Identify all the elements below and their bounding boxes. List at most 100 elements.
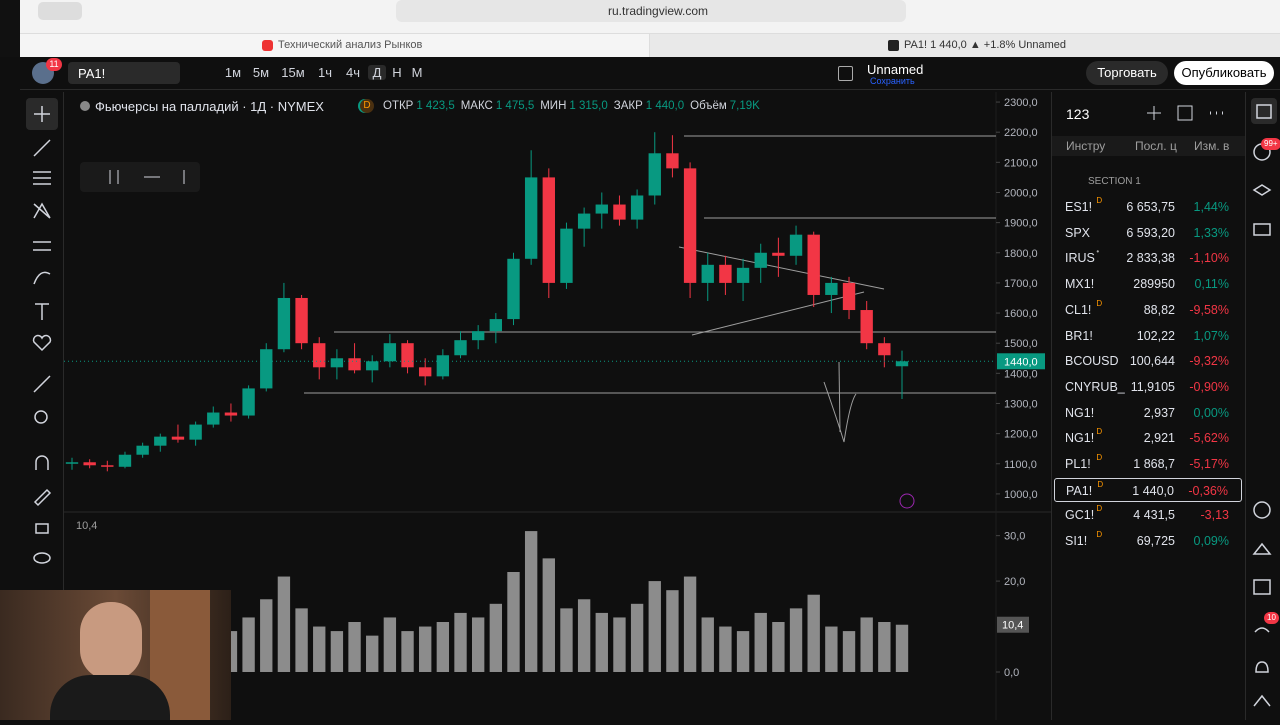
add-symbol[interactable] (1147, 106, 1161, 120)
stream-icon[interactable] (1254, 627, 1270, 633)
legend-label: МАКС (460, 100, 493, 112)
trade-button[interactable]: Торговать (1086, 61, 1168, 85)
watchlist-row[interactable]: PL1! D 1 868,7 -5,17% (1054, 452, 1242, 476)
layout-icon[interactable] (838, 66, 853, 81)
interval[interactable]: Д (368, 65, 386, 80)
watchlist-row[interactable]: NG1! 2,937 0,00% (1054, 401, 1242, 425)
measure-tool[interactable] (33, 375, 51, 393)
symbol: PA1! (78, 66, 106, 81)
candle-body (154, 436, 167, 446)
candle-body (471, 331, 485, 341)
webcam-face (80, 602, 142, 680)
change: -3,13 (1200, 508, 1230, 523)
column-header[interactable]: Посл. ц (1135, 139, 1177, 153)
interval[interactable]: 5м (252, 65, 270, 80)
last-price: 100,644 (1129, 354, 1175, 369)
y-tick-label: 2300,0 (1004, 97, 1038, 109)
trend-line (678, 246, 885, 290)
line-tool[interactable] (33, 139, 51, 157)
watchlist-row[interactable]: SI1! D 69,725 0,09% (1054, 529, 1242, 553)
tv-toolbar: 11 PA1! 1м 5м 15м 1ч 4ч Д Н М Unnamed Сохранить… (20, 57, 1280, 90)
projection-tool[interactable] (33, 241, 51, 251)
watchlist-name[interactable]: 123 (1066, 106, 1090, 122)
interval[interactable]: 15м (281, 65, 305, 80)
volume-bar (277, 576, 291, 672)
symbol-flag: D (1096, 504, 1103, 514)
volume-bar (666, 590, 679, 672)
interval[interactable]: 1ч (317, 65, 332, 80)
text-tool[interactable] (35, 303, 49, 320)
save[interactable]: Сохранить (870, 76, 915, 86)
pattern-tool[interactable] (33, 202, 51, 219)
watchlist-row[interactable]: BR1! 102,22 1,07% (1054, 324, 1242, 348)
watchlist-row[interactable]: MX1! 289950 0,11% (1054, 272, 1242, 296)
layout-name[interactable]: Unnamed (867, 62, 924, 77)
watchlist-toggle[interactable] (1251, 98, 1277, 124)
y-tick-label: 1700,0 (1004, 278, 1038, 290)
target-icon[interactable] (1253, 501, 1271, 519)
fib-tool[interactable] (33, 171, 51, 185)
address-bar[interactable] (396, 0, 906, 22)
watchlist-row[interactable]: CL1! D 88,82 -9,58% (1054, 298, 1242, 322)
icon-tool[interactable] (32, 334, 52, 352)
tab[interactable] (20, 34, 650, 57)
volume-bar (577, 599, 591, 672)
section-title[interactable]: SECTION 1 (1088, 176, 1141, 187)
eye-tool[interactable] (33, 552, 51, 564)
watchlist-row[interactable]: GC1! D 4 431,5 -3,13 (1054, 503, 1242, 527)
change: 1,33% (1193, 225, 1229, 240)
chat-icon[interactable] (1253, 223, 1271, 236)
floating-toolbar[interactable] (80, 162, 200, 192)
interval[interactable]: М (411, 65, 423, 80)
candle-body (648, 153, 661, 196)
volume-bar (560, 608, 573, 672)
zoom-tool[interactable] (34, 410, 48, 424)
watchlist-row[interactable]: BCOUSD 100,644 -9,32% (1054, 349, 1242, 373)
watchlist-row[interactable]: CNYRUB_ 11,9105 -0,90% (1054, 375, 1242, 399)
advanced-view[interactable] (1177, 105, 1193, 121)
brush-tool[interactable] (33, 271, 51, 285)
lock-tool[interactable] (35, 523, 49, 534)
symbol-flag: D (1096, 530, 1103, 540)
last-price-box (997, 353, 1045, 370)
notifications-icon[interactable] (1255, 661, 1269, 673)
interval[interactable]: Н (392, 65, 402, 80)
y-tick-label: 1300,0 (1004, 398, 1038, 410)
symbol: BR1! (1065, 328, 1093, 343)
volume-bar (789, 608, 803, 672)
interval[interactable]: 4ч (345, 65, 360, 80)
interval[interactable]: 1м (224, 65, 242, 80)
legend-value: 1 315,0 (569, 100, 608, 112)
legend-value: 1 423,5 (416, 100, 455, 112)
tab-title[interactable]: Технический анализ Рынков (278, 39, 423, 51)
legend-value: 7,19K (729, 100, 760, 112)
lock-draw-tool[interactable] (33, 488, 52, 507)
sidebar-button[interactable] (38, 2, 82, 20)
symbol-flag: D (1096, 427, 1103, 437)
watchlist-row[interactable]: IRUS • 2 833,38 -1,10% (1054, 246, 1242, 270)
help-icon[interactable] (1253, 694, 1271, 707)
watchlist-row[interactable]: SPX 6 593,20 1,33% (1054, 221, 1242, 245)
column-header[interactable]: Инстру (1066, 139, 1106, 153)
publish-button[interactable]: Опубликовать (1174, 61, 1274, 85)
tab-title[interactable]: PA1! 1 440,0 ▲ +1.8% Unnamed (904, 39, 1067, 51)
crosshair-tool[interactable] (34, 106, 50, 122)
change: -1,10% (1189, 251, 1229, 266)
watchlist-row[interactable]: PA1! D 1 440,0 -0,36% (1054, 477, 1242, 502)
change: 0,00% (1193, 405, 1229, 420)
layers-icon[interactable] (1252, 184, 1272, 196)
magnet-tool[interactable] (35, 455, 49, 470)
ideas-icon[interactable] (1252, 542, 1272, 555)
last-price: 2,937 (1143, 405, 1175, 420)
legend-label: МИН (540, 100, 567, 112)
watchlist-row[interactable]: ES1! D 6 653,75 1,44% (1054, 195, 1242, 219)
volume-bar (807, 594, 820, 672)
watchlist: 123 Инстру Посл. ц Изм. в SECTION 1 ES1!… (1051, 92, 1246, 720)
calendar-icon[interactable] (1253, 579, 1271, 595)
watchlist-row[interactable]: NG1! D 2,921 -5,62% (1054, 426, 1242, 450)
alert-icon[interactable] (899, 493, 915, 509)
symbol-search[interactable] (68, 62, 180, 84)
symbol: BCOUSD (1065, 354, 1119, 369)
change: -0,90% (1189, 379, 1229, 394)
column-header[interactable]: Изм. в (1194, 139, 1230, 153)
